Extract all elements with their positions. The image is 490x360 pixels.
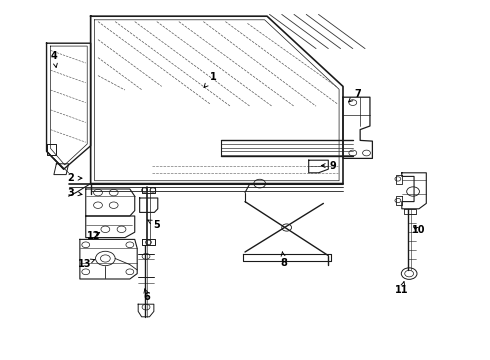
Text: 13: 13	[77, 258, 95, 269]
Text: 10: 10	[412, 225, 426, 235]
Text: 4: 4	[50, 51, 57, 67]
Text: 5: 5	[148, 220, 160, 230]
Text: 9: 9	[321, 161, 337, 171]
Text: 11: 11	[395, 282, 409, 295]
Text: 8: 8	[281, 252, 288, 268]
Text: 6: 6	[144, 289, 150, 302]
Text: 2: 2	[68, 173, 82, 183]
Text: 1: 1	[204, 72, 217, 87]
Text: 3: 3	[68, 188, 82, 198]
Text: 12: 12	[87, 231, 101, 241]
Text: 7: 7	[349, 89, 361, 102]
